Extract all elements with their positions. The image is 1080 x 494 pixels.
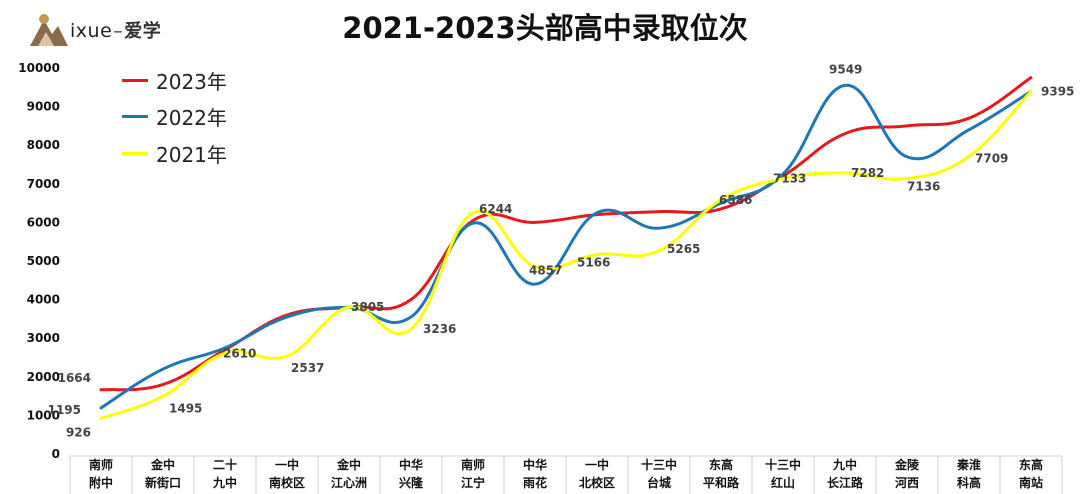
data-point (1030, 90, 1032, 92)
y-tick-label: 10000 (18, 61, 60, 75)
data-point (658, 227, 660, 229)
data-point (844, 132, 846, 134)
legend-swatch (122, 151, 148, 155)
x-tick-label: 南师附中 (89, 457, 113, 490)
logo-mountain-icon (30, 14, 68, 46)
data-point (844, 84, 846, 86)
y-tick-label: 5000 (27, 254, 60, 268)
data-label: 6244 (479, 202, 512, 216)
x-tick-label: 中华兴隆 (399, 457, 424, 490)
data-label: 7133 (773, 172, 806, 186)
x-tick-label: 一中南校区 (269, 457, 305, 490)
data-point (100, 417, 102, 419)
data-point (658, 210, 660, 212)
data-point (472, 222, 474, 224)
data-point (472, 219, 474, 221)
y-tick-label: 3000 (27, 331, 60, 345)
data-label: 9549 (829, 62, 862, 76)
chart-title: 2021-2023头部高中录取位次 (342, 11, 748, 45)
y-tick-label: 1000 (27, 408, 60, 422)
y-tick-label: 9000 (27, 100, 60, 114)
x-tick-label: 东高平和路 (703, 457, 740, 490)
x-tick-label: 金陵河西 (894, 457, 920, 490)
x-tick-label: 十三中红山 (765, 457, 801, 490)
data-label: 1195 (48, 403, 81, 417)
data-point (162, 383, 164, 385)
legend-label: 2022年 (156, 106, 227, 131)
data-point (100, 389, 102, 391)
data-point (410, 298, 412, 300)
data-label: 3805 (351, 300, 384, 314)
data-point (534, 221, 536, 223)
data-point (286, 316, 288, 318)
data-label: 6586 (719, 193, 752, 207)
legend-item: 2023年 (122, 62, 227, 99)
data-point (658, 250, 660, 252)
data-point (162, 368, 164, 370)
data-label: 5265 (667, 242, 700, 256)
data-point (906, 156, 908, 158)
x-tick-label: 十三中台城 (641, 457, 677, 490)
data-point (1030, 76, 1032, 78)
data-point (720, 208, 722, 210)
data-point (410, 316, 412, 318)
legend-item: 2021年 (122, 135, 227, 172)
data-point (162, 395, 164, 397)
data-label: 7709 (975, 151, 1008, 165)
data-point (968, 129, 970, 131)
x-tick-label: 二十九中 (212, 457, 237, 490)
legend-swatch (122, 115, 148, 119)
data-point (968, 117, 970, 119)
data-label: 926 (66, 425, 91, 439)
data-label: 2537 (291, 361, 324, 375)
y-tick-label: 2000 (27, 370, 60, 384)
y-tick-label: 0 (52, 447, 60, 461)
logo-latin: ixue (70, 20, 113, 42)
data-point (596, 212, 598, 214)
data-label: 2610 (223, 346, 256, 360)
legend-swatch (122, 78, 148, 82)
x-tick-label: 金中江心洲 (331, 457, 367, 490)
x-tick-label: 东高南站 (1019, 457, 1043, 490)
legend-label: 2023年 (156, 69, 227, 94)
x-tick-label: 秦淮科高 (956, 457, 981, 490)
data-label: 7136 (907, 180, 940, 194)
series-2023-line (99, 76, 1033, 392)
legend-label: 2021年 (156, 142, 227, 167)
logo-text: ixue–爱学 (70, 20, 162, 42)
data-label: 4857 (529, 264, 562, 278)
x-tick-label: 金中新街口 (145, 457, 181, 490)
data-label: 3236 (423, 322, 456, 336)
y-tick-label: 8000 (27, 138, 60, 152)
data-point (100, 407, 102, 409)
y-tick-label: 7000 (27, 177, 60, 191)
chart-legend: 2023年 2022年 2021年 (122, 62, 227, 172)
series-2022-line (99, 83, 1033, 410)
y-tick-label: 4000 (27, 293, 60, 307)
x-tick-label: 一中北校区 (579, 457, 615, 490)
data-point (348, 306, 350, 308)
data-point (968, 155, 970, 157)
logo-chinese: 爱学 (124, 21, 162, 42)
series-2021-line (99, 89, 1033, 420)
y-tick-label: 6000 (27, 215, 60, 229)
data-label: 1495 (169, 401, 202, 415)
x-tick-label: 南师江宁 (461, 457, 485, 490)
data-label: 5166 (577, 256, 610, 270)
data-point (472, 212, 474, 214)
data-point (906, 125, 908, 127)
x-tick-label: 中华雨花 (523, 457, 547, 490)
legend-item: 2022年 (122, 99, 227, 136)
data-label: 7282 (851, 166, 884, 180)
data-point (844, 172, 846, 174)
logo: ixue–爱学 (28, 10, 178, 50)
data-point (534, 283, 536, 285)
x-tick-label: 九中长江路 (827, 457, 864, 490)
data-point (410, 328, 412, 330)
data-label: 1664 (58, 371, 91, 385)
data-label: 9395 (1041, 84, 1074, 98)
data-point (286, 355, 288, 357)
